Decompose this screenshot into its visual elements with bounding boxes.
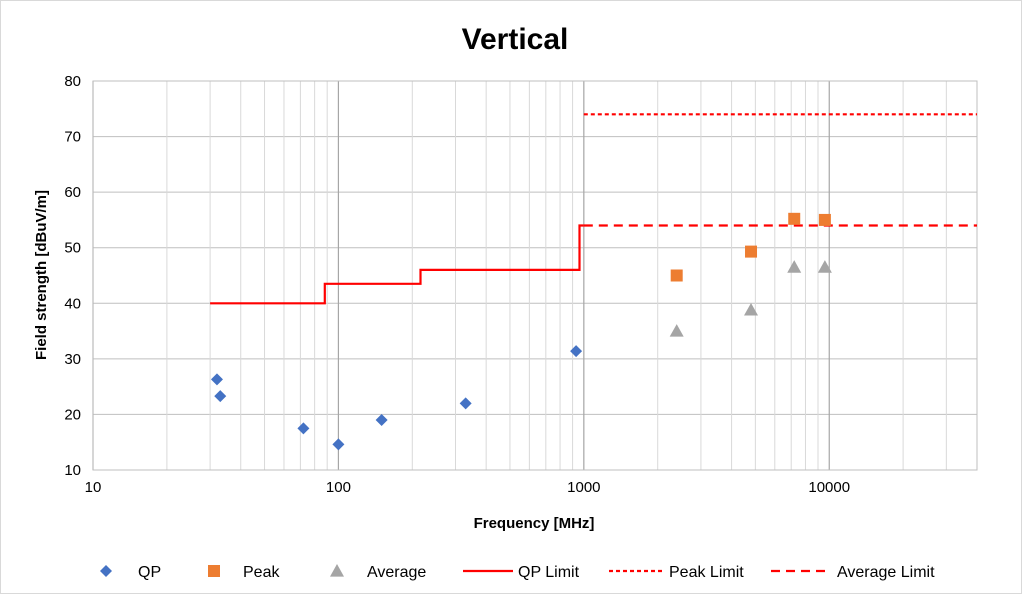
y-axis-title: Field strength [dBuV/m] (33, 190, 50, 360)
plot-area (92, 80, 978, 471)
tick-labels: 10 20 30 40 50 60 70 80 10 100 1000 10000 (64, 73, 850, 496)
qp-point (214, 390, 227, 403)
y-tick-label: 30 (64, 351, 81, 368)
peak-point (670, 269, 683, 282)
qp-point (297, 422, 310, 435)
y-tick-label: 60 (64, 184, 81, 201)
peak-point (788, 212, 801, 225)
legend-average-label: Average (367, 564, 426, 581)
peak-point (818, 213, 831, 226)
y-tick-label: 50 (64, 240, 81, 257)
legend-qp-marker (100, 565, 112, 577)
y-tick-label: 20 (64, 406, 81, 423)
qp-point (210, 373, 223, 386)
x-tick-label: 100 (326, 479, 351, 496)
legend-qp-limit-label: QP Limit (518, 564, 580, 581)
legend: QP Peak Average QP Limit Peak Limit Average L… (100, 564, 935, 581)
legend-peak-limit-label: Peak Limit (669, 564, 744, 581)
y-tick-label: 40 (64, 295, 81, 312)
legend-peak-label: Peak (243, 564, 280, 581)
chart-title: Vertical (462, 23, 569, 56)
grid (92, 80, 977, 471)
qp-limit-line (210, 224, 584, 305)
qp-point (459, 397, 472, 410)
qp-point (332, 438, 345, 451)
average-point (787, 260, 802, 273)
qp-point (375, 413, 388, 426)
x-tick-label: 10 (85, 479, 102, 496)
series-layer (210, 113, 977, 451)
peak-point (745, 245, 758, 258)
x-tick-label: 10000 (808, 479, 850, 496)
y-tick-label: 80 (64, 73, 81, 90)
legend-average-limit-label: Average Limit (837, 564, 935, 581)
y-tick-label: 70 (64, 129, 81, 146)
x-tick-label: 1000 (567, 479, 600, 496)
legend-peak-marker (208, 565, 220, 577)
average-point (744, 302, 759, 316)
y-tick-label: 10 (64, 462, 81, 479)
x-axis-title: Frequency [MHz] (474, 515, 595, 532)
legend-average-marker (330, 564, 344, 577)
average-point (817, 260, 832, 273)
qp-point (570, 345, 583, 358)
average-point (669, 324, 684, 337)
legend-qp-label: QP (138, 564, 161, 581)
